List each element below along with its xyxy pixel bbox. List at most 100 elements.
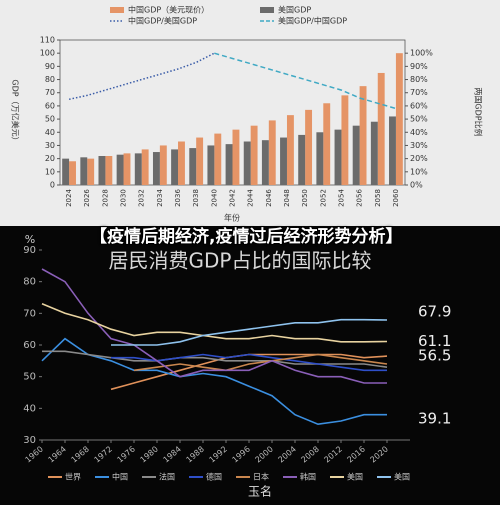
x-tick-label: 2024: [65, 189, 73, 207]
bar: [261, 140, 269, 185]
bar: [377, 72, 385, 185]
bar: [389, 116, 396, 185]
end-label: 67.9: [418, 302, 451, 320]
x-tick-label: 2042: [229, 189, 237, 207]
y-tick-label: 30: [23, 435, 36, 446]
y-tick-label: 90: [45, 62, 55, 71]
bar: [80, 157, 88, 185]
bar: [352, 125, 360, 185]
y2-tick-label: 100%: [410, 49, 433, 58]
bar: [359, 86, 367, 185]
series-line: [42, 350, 388, 368]
x-tick-label: 1976: [116, 445, 137, 465]
bar: [298, 134, 306, 185]
bar: [116, 154, 124, 185]
x-tick-label: 2020: [369, 445, 390, 465]
series-line: [111, 318, 388, 346]
y2-tick-label: 80%: [410, 75, 428, 84]
legend-label: 中国: [112, 472, 128, 482]
headline: 【疫情后期经济,疫情过后经济形势分析】: [90, 227, 403, 247]
legend-label: 美国: [347, 472, 363, 482]
y-tick-label: 60: [45, 101, 55, 110]
x-tick-label: 2038: [192, 189, 200, 207]
y-tick-label: 90: [23, 245, 36, 256]
bar: [225, 144, 233, 185]
bar: [268, 120, 276, 185]
bar: [280, 137, 287, 185]
bar: [62, 158, 70, 185]
y-tick-label: 80: [45, 75, 55, 84]
bar: [152, 152, 160, 185]
x-tick-label: 2030: [120, 189, 128, 207]
x-tick-label: 2004: [277, 445, 298, 465]
bottom-title: 居民消费GDP占比的国际比较: [109, 249, 372, 273]
legend-label: 美国: [394, 472, 410, 482]
x-tick-label: 2048: [283, 189, 291, 207]
bar: [189, 148, 197, 185]
x-tick-label: 2000: [254, 445, 275, 465]
bar: [370, 121, 378, 185]
bar: [98, 156, 106, 185]
y2-tick-label: 20%: [410, 154, 428, 163]
x-tick-label: 1996: [231, 445, 252, 465]
bar: [214, 133, 222, 185]
bar: [316, 132, 324, 185]
y-tick-label: 50: [23, 372, 36, 383]
bar: [305, 109, 313, 185]
bar: [134, 153, 142, 185]
end-label: 56.5: [418, 347, 451, 365]
y2-tick-label: 50%: [410, 115, 428, 124]
bar: [69, 161, 76, 185]
y-tick-label: 40: [45, 128, 55, 137]
x-tick-label: 2032: [138, 189, 146, 207]
top-background: [0, 0, 500, 226]
x-tick-label: 2034: [156, 189, 164, 207]
x-tick-label: 1992: [208, 445, 229, 465]
x-tick-label: 1968: [70, 445, 91, 465]
x-tick-label: 2058: [374, 189, 382, 207]
bar: [141, 149, 149, 185]
legend-label: 日本: [253, 472, 269, 482]
y2-tick-label: 10%: [410, 167, 428, 176]
y2-tick-label: 30%: [410, 141, 428, 150]
bar: [395, 53, 403, 185]
y-tick-label: 20: [45, 154, 55, 163]
bar: [334, 129, 342, 185]
y2-tick-label: 90%: [410, 62, 428, 71]
y-tick-label: 30: [45, 141, 55, 150]
y-tick-label: 70: [45, 88, 55, 97]
y2-tick-label: 60%: [410, 101, 428, 110]
bar: [178, 141, 185, 185]
x-tick-label: 1972: [93, 445, 114, 465]
x-tick-label: 2036: [174, 189, 182, 207]
y-tick-label: 70: [23, 308, 36, 319]
x-tick-label: 2016: [346, 445, 367, 465]
top-y-label: GDP（万亿美元）: [11, 79, 21, 144]
legend-swatch: [260, 7, 274, 13]
x-tick-label: 2052: [319, 189, 327, 207]
legend-swatch: [110, 7, 124, 13]
bar: [105, 156, 113, 185]
x-tick-label: 1984: [162, 445, 183, 465]
legend-label: 美国GDP: [278, 5, 311, 15]
top-x-label: 年份: [224, 213, 240, 223]
series-line: [41, 303, 388, 343]
x-tick-label: 2026: [83, 189, 91, 207]
legend-label: 美国GDP/中国GDP: [278, 16, 347, 26]
bar: [232, 129, 240, 185]
bar: [207, 145, 215, 185]
y-tick-label: 110: [40, 36, 55, 45]
bar: [87, 158, 95, 185]
x-tick-label: 1988: [185, 445, 206, 465]
series-line: [41, 268, 387, 384]
y-tick-label: 10: [45, 167, 55, 176]
x-tick-label: 1960: [24, 445, 45, 465]
x-tick-label: 2054: [337, 189, 345, 207]
bar: [159, 145, 167, 185]
y2-tick-label: 0%: [410, 181, 423, 190]
y-tick-label: 80: [23, 277, 36, 288]
bar: [323, 103, 331, 185]
series-line: [41, 337, 387, 426]
